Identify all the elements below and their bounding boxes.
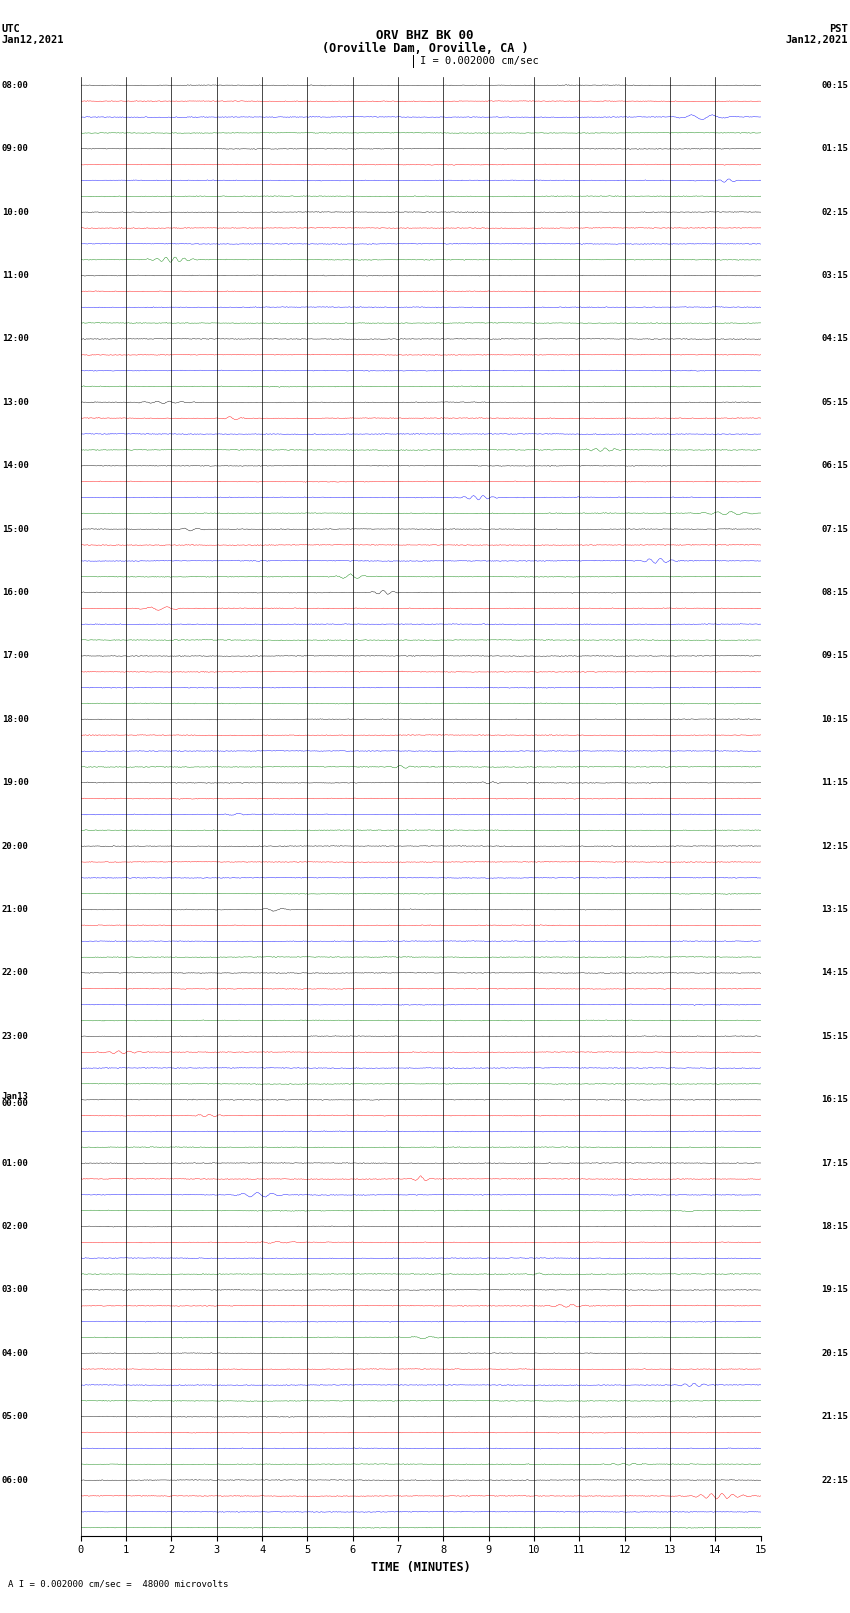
Text: 21:15: 21:15 (821, 1413, 848, 1421)
Text: 19:00: 19:00 (2, 777, 29, 787)
Text: 13:00: 13:00 (2, 398, 29, 406)
Text: 18:15: 18:15 (821, 1223, 848, 1231)
Text: 01:00: 01:00 (2, 1158, 29, 1168)
Text: 00:15: 00:15 (821, 81, 848, 90)
Text: 06:15: 06:15 (821, 461, 848, 471)
Text: 11:00: 11:00 (2, 271, 29, 281)
Text: 22:00: 22:00 (2, 968, 29, 977)
Text: 03:15: 03:15 (821, 271, 848, 281)
Text: 21:00: 21:00 (2, 905, 29, 915)
Text: 16:15: 16:15 (821, 1095, 848, 1105)
Text: 05:00: 05:00 (2, 1413, 29, 1421)
Text: 17:00: 17:00 (2, 652, 29, 660)
Text: 23:00: 23:00 (2, 1032, 29, 1040)
Text: 15:15: 15:15 (821, 1032, 848, 1040)
Text: 11:15: 11:15 (821, 777, 848, 787)
X-axis label: TIME (MINUTES): TIME (MINUTES) (371, 1561, 471, 1574)
Text: 15:00: 15:00 (2, 524, 29, 534)
Text: A I = 0.002000 cm/sec =  48000 microvolts: A I = 0.002000 cm/sec = 48000 microvolts (8, 1579, 229, 1589)
Text: 02:15: 02:15 (821, 208, 848, 216)
Text: 07:15: 07:15 (821, 524, 848, 534)
Text: 02:00: 02:00 (2, 1223, 29, 1231)
Text: 03:00: 03:00 (2, 1286, 29, 1294)
Text: 09:15: 09:15 (821, 652, 848, 660)
Text: 20:00: 20:00 (2, 842, 29, 850)
Text: 05:15: 05:15 (821, 398, 848, 406)
Text: 08:00: 08:00 (2, 81, 29, 90)
Text: 01:15: 01:15 (821, 144, 848, 153)
Text: 00:00: 00:00 (2, 1098, 29, 1108)
Text: 18:00: 18:00 (2, 715, 29, 724)
Text: 10:15: 10:15 (821, 715, 848, 724)
Text: Jan13: Jan13 (2, 1092, 29, 1100)
Text: UTC: UTC (2, 24, 20, 34)
Text: PST: PST (830, 24, 848, 34)
Text: I = 0.002000 cm/sec: I = 0.002000 cm/sec (420, 56, 539, 66)
Text: 20:15: 20:15 (821, 1348, 848, 1358)
Text: ORV BHZ BK 00: ORV BHZ BK 00 (377, 29, 473, 42)
Text: 16:00: 16:00 (2, 589, 29, 597)
Text: 12:00: 12:00 (2, 334, 29, 344)
Text: (Oroville Dam, Oroville, CA ): (Oroville Dam, Oroville, CA ) (321, 42, 529, 55)
Text: 04:15: 04:15 (821, 334, 848, 344)
Text: 08:15: 08:15 (821, 589, 848, 597)
Text: 12:15: 12:15 (821, 842, 848, 850)
Text: 14:15: 14:15 (821, 968, 848, 977)
Text: 10:00: 10:00 (2, 208, 29, 216)
Text: 04:00: 04:00 (2, 1348, 29, 1358)
Text: 19:15: 19:15 (821, 1286, 848, 1294)
Text: 06:00: 06:00 (2, 1476, 29, 1484)
Text: 14:00: 14:00 (2, 461, 29, 471)
Text: 22:15: 22:15 (821, 1476, 848, 1484)
Text: 17:15: 17:15 (821, 1158, 848, 1168)
Text: 09:00: 09:00 (2, 144, 29, 153)
Text: Jan12,2021: Jan12,2021 (2, 35, 65, 45)
Text: 13:15: 13:15 (821, 905, 848, 915)
Text: Jan12,2021: Jan12,2021 (785, 35, 848, 45)
